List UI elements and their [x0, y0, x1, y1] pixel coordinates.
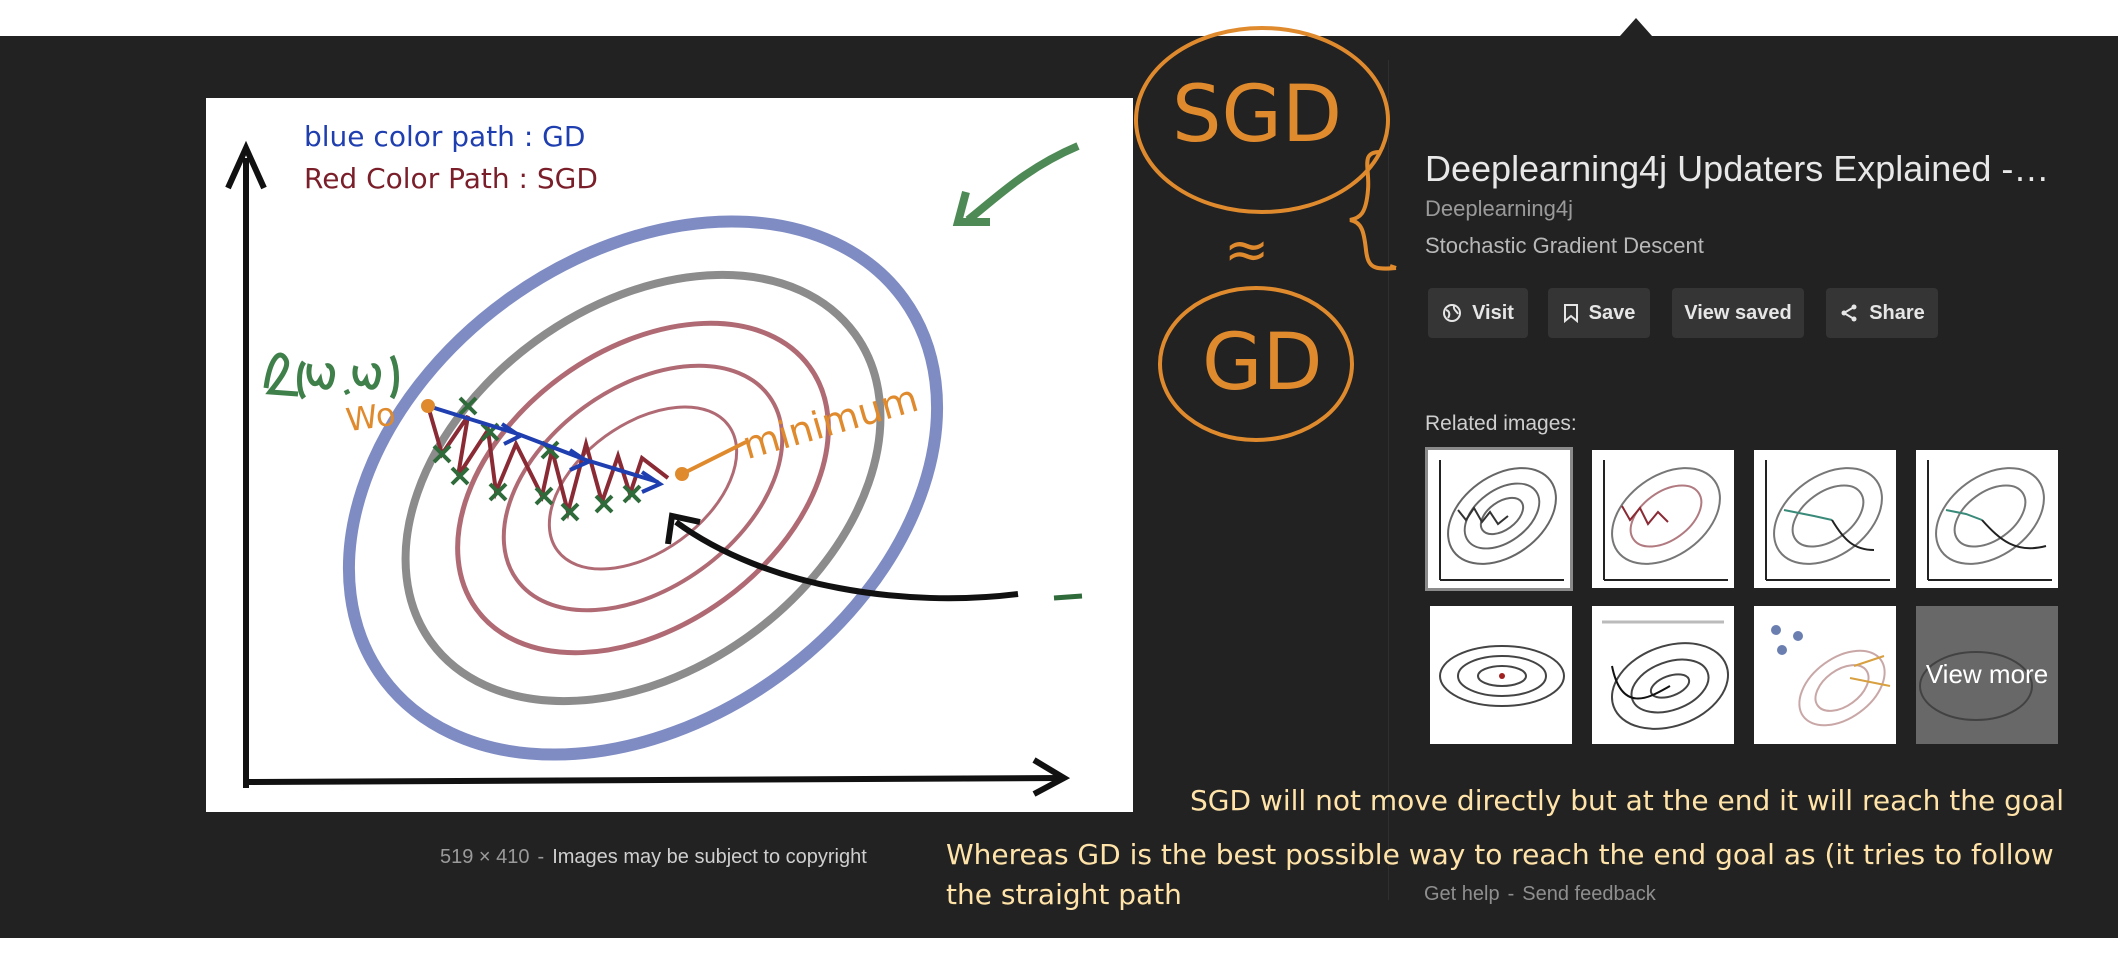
- thumbnail-graphic: [1439, 460, 1564, 581]
- related-image-thumbnail[interactable]: [1754, 450, 1896, 588]
- view-more-thumbnail[interactable]: View more: [1916, 606, 2058, 744]
- start-label: Wo: [343, 394, 398, 440]
- green-arrow: [965, 142, 1080, 224]
- related-image-thumbnail[interactable]: [1592, 606, 1734, 744]
- minimum-pointer-line: [681, 440, 747, 476]
- legend-gd: blue color path : GD: [304, 120, 586, 153]
- contour-ring-4: [501, 363, 785, 613]
- main-preview-image[interactable]: blue color path : GD Red Color Path : SG…: [206, 98, 1133, 812]
- share-icon: [1841, 304, 1857, 322]
- result-source[interactable]: Deeplearning4j: [1425, 196, 1573, 221]
- meta-separator: -: [537, 846, 545, 868]
- contour-ring-5: [547, 405, 739, 571]
- get-help-link[interactable]: Get help: [1424, 883, 1500, 905]
- y-axis-arrow: [225, 140, 267, 190]
- sgd-path: [426, 405, 670, 520]
- related-image-thumbnail[interactable]: [1754, 606, 1896, 744]
- related-image-thumbnail[interactable]: [1916, 450, 2058, 588]
- footer-links: Get help - Send feedback: [1424, 883, 1656, 906]
- contour-ring-3: [455, 320, 831, 656]
- footer-separator: -: [1507, 883, 1515, 905]
- start-point: [421, 399, 435, 413]
- top-search-bar: [0, 0, 2118, 37]
- black-arrowhead: [665, 512, 701, 545]
- green-arrowhead: [952, 190, 990, 226]
- legend-sgd: Red Color Path : SGD: [304, 162, 598, 195]
- contour-plot-image: [225, 140, 1083, 797]
- black-arrow: [674, 519, 1019, 602]
- copyright-notice: Images may be subject to copyright: [552, 846, 867, 868]
- approx-symbol: ≈: [1224, 218, 1270, 281]
- image-dimensions: 519 × 410: [440, 846, 530, 868]
- thumbnail-graphic: [1765, 460, 1890, 581]
- visit-label: Visit: [1472, 301, 1514, 324]
- thumbnail-graphic: [1439, 645, 1565, 707]
- visit-button[interactable]: Visit: [1428, 288, 1528, 338]
- save-button[interactable]: Save: [1548, 288, 1650, 338]
- result-subtitle: Stochastic Gradient Descent: [1425, 233, 1704, 258]
- related-image-thumbnail[interactable]: [1592, 450, 1734, 588]
- sgd-handwritten: SGD: [1172, 70, 1343, 160]
- caption-gd-line-2: the straight path: [946, 878, 1182, 911]
- bottom-results-strip: [0, 938, 2118, 966]
- panel-divider: [1388, 60, 1389, 900]
- thumbnail-graphic: [1603, 460, 1728, 581]
- loss-function-label: [263, 352, 399, 400]
- gd-handwritten: GD: [1202, 318, 1323, 408]
- related-images-heading: Related images:: [1425, 412, 1577, 435]
- related-image-thumbnail[interactable]: [1425, 447, 1573, 591]
- thumbnail-graphic: [1771, 625, 1891, 727]
- thumbnail-graphic: [1927, 460, 2052, 581]
- result-title[interactable]: Deeplearning4j Updaters Explained -…: [1425, 148, 2050, 189]
- x-axis: [245, 775, 1062, 785]
- panel-pointer: [1620, 18, 1652, 36]
- save-label: Save: [1588, 301, 1636, 324]
- view-saved-label: View saved: [1684, 301, 1792, 324]
- x-axis-arrow: [1032, 757, 1071, 797]
- related-image-thumbnail[interactable]: [1430, 606, 1572, 744]
- share-button[interactable]: Share: [1826, 288, 1938, 338]
- caption-gd-line-1: Whereas GD is the best possible way to r…: [946, 838, 2054, 871]
- view-more-label: View more: [1916, 606, 2058, 744]
- view-saved-button[interactable]: View saved: [1672, 288, 1804, 338]
- globe-icon: [1443, 304, 1462, 322]
- gd-step-3: [585, 458, 665, 494]
- share-label: Share: [1869, 301, 1925, 324]
- send-feedback-link[interactable]: Send feedback: [1522, 883, 1656, 905]
- contour-ring-2: [401, 270, 885, 706]
- contour-ring-1: [342, 215, 944, 761]
- thumbnail-graphic: [1602, 620, 1730, 730]
- bookmark-icon: [1563, 304, 1578, 323]
- image-meta: 519 × 410- Images may be subject to copyr…: [440, 846, 867, 869]
- green-dash: [1053, 593, 1083, 601]
- caption-sgd: SGD will not move directly but at the en…: [1190, 784, 2064, 817]
